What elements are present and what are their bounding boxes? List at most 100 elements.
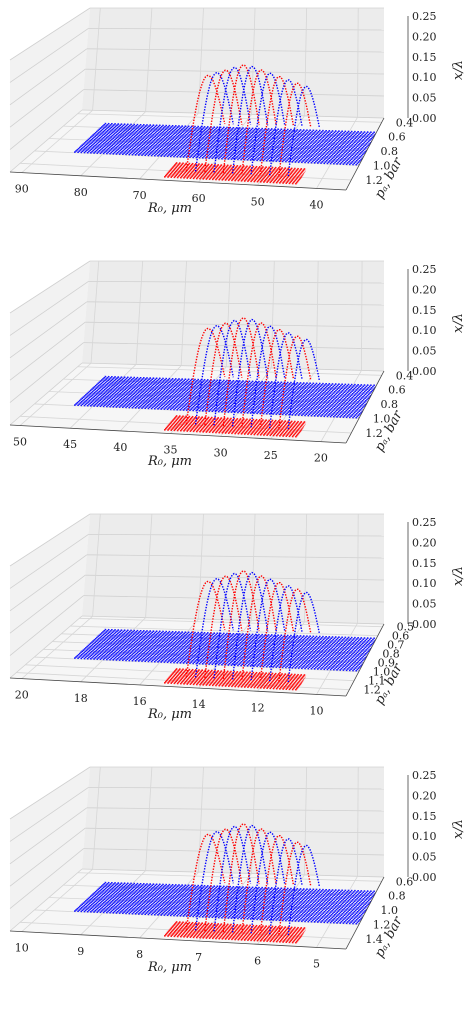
data-blue-floor — [94, 890, 371, 903]
x-axis-label: R₀, μm — [147, 454, 192, 469]
data-arc — [241, 69, 277, 174]
data-blue-floor — [74, 910, 360, 925]
data-blue-floor — [94, 637, 371, 650]
back-grid-z — [88, 28, 385, 31]
z-tick-label: 0.05 — [412, 598, 437, 611]
back-grid-x — [92, 7, 101, 111]
left-grid-z — [9, 787, 89, 842]
back-grid-x — [135, 260, 144, 365]
data-blue-floor — [104, 628, 377, 640]
z-axis-label: x/λ — [451, 60, 466, 80]
data-blue-floor — [99, 886, 374, 898]
data-arc — [194, 578, 234, 678]
z-axis-label: x/λ — [451, 566, 466, 586]
data-arc — [204, 828, 243, 931]
data-blue-floor — [97, 888, 373, 900]
data-blue-floor — [82, 396, 365, 410]
back-grid-x — [225, 260, 231, 367]
data-arc — [268, 79, 303, 176]
data-blue-floor — [81, 144, 364, 158]
back-grid-z — [85, 68, 385, 75]
floor-grid-x — [139, 112, 199, 180]
x-tick-label: 45 — [63, 438, 77, 451]
left-grid-z — [9, 301, 88, 359]
data-blue-floor — [85, 394, 366, 407]
data-arc — [268, 838, 303, 935]
left-pane — [10, 261, 90, 425]
data-arc — [250, 72, 286, 175]
x-tick-label: 14 — [192, 698, 206, 711]
data-blue-floor — [75, 909, 361, 924]
data-arc — [241, 575, 277, 680]
x-tick-label: 18 — [74, 692, 88, 705]
data-red-floor — [171, 420, 304, 429]
x-axis-line — [9, 171, 347, 191]
data-arc — [185, 833, 226, 930]
x-tick-label: 20 — [15, 689, 29, 702]
data-blue-floor — [74, 404, 360, 419]
data-blue-floor — [83, 395, 365, 409]
chart-panel-1: 90 80 70 60 50 40 0.4 0.60.8 1.01.2 0.00 0.05 0.10 0… — [9, 7, 466, 216]
data-arc — [194, 831, 234, 931]
data-arc — [213, 825, 252, 932]
left-grid-z — [9, 513, 91, 567]
data-arc — [213, 66, 252, 173]
data-blue-floor — [97, 129, 373, 141]
x-tick-label: 6 — [254, 954, 261, 967]
data-red-floor — [172, 419, 305, 428]
data-blue-floor — [103, 629, 376, 641]
data-blue-floor — [82, 143, 365, 157]
z-tick-label: 0.05 — [412, 851, 437, 864]
floor-grid-y — [34, 656, 359, 673]
data-blue-floor — [91, 388, 369, 401]
back-grid-x — [315, 260, 319, 370]
data-blue-floor — [93, 133, 371, 145]
left-grid-z — [9, 807, 88, 865]
data-red-floor — [174, 669, 307, 678]
floor-grid-y — [77, 366, 382, 376]
back-grid-x — [251, 7, 256, 115]
back-grid-z — [88, 787, 385, 790]
left-pane — [10, 767, 90, 931]
z-tick-label: 0.00 — [412, 618, 437, 631]
x-tick-label: 30 — [214, 446, 228, 459]
back-grid-x — [145, 513, 153, 618]
data-blue-floor — [77, 906, 362, 921]
back-grid-x — [251, 766, 256, 874]
data-blue-floor — [98, 381, 374, 393]
floor-grid-y — [52, 641, 369, 655]
data-blue-floor — [102, 125, 376, 136]
left-grid-z — [9, 766, 91, 820]
y-tick-label: 0.5 — [397, 621, 415, 634]
data-arc — [259, 834, 295, 934]
data-blue-floor — [97, 382, 373, 394]
back-pane — [82, 514, 384, 624]
data-arc — [250, 325, 286, 428]
data-blue-floor — [85, 647, 366, 660]
left-grid-z — [9, 554, 88, 612]
back-grid-x — [90, 260, 100, 364]
data-arc — [287, 85, 320, 177]
data-blue-floor — [103, 376, 376, 388]
data-blue-floor — [82, 649, 365, 663]
z-tick-label: 0.00 — [412, 871, 437, 884]
data-blue-floor — [74, 151, 360, 166]
back-grid-z — [86, 554, 385, 559]
data-blue-floor — [83, 901, 365, 915]
data-arc — [250, 831, 286, 934]
left-grid-z — [9, 827, 86, 887]
data-arc — [259, 581, 295, 681]
left-grid-z — [9, 848, 84, 909]
data-red-floor — [173, 165, 305, 174]
z-axis-label: x/λ — [451, 819, 466, 839]
x-axis-line — [9, 677, 347, 697]
data-blue-floor — [96, 383, 372, 396]
data-blue-floor — [98, 887, 374, 899]
data-red-floor — [175, 415, 307, 423]
y-tick-label: 0.8 — [382, 648, 400, 661]
y-tick-label: 0.6 — [388, 384, 406, 397]
data-blue-floor — [94, 131, 371, 144]
floor-grid-x — [170, 366, 227, 434]
z-tick-label: 0.10 — [412, 830, 437, 843]
floor-grid-y — [70, 625, 378, 637]
